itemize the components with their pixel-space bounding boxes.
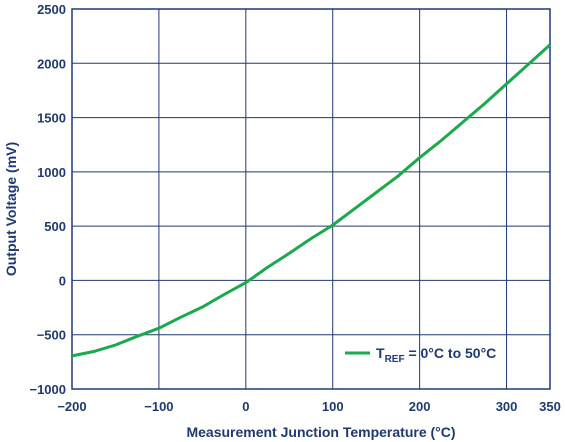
y-axis-title: Output Voltage (mV) [3,142,19,276]
y-tick-label: −500 [37,328,66,343]
x-tick-label: −200 [57,399,86,414]
legend-label-rest: = 0°C to 50°C [405,345,497,361]
x-tick-label: 200 [409,399,431,414]
y-tick-label: 0 [59,273,66,288]
x-axis-title: Measurement Junction Temperature (°C) [186,424,455,440]
grid [71,8,551,390]
y-tick-label: 1000 [37,165,66,180]
x-tick-label: 350 [539,399,561,414]
y-tick-label: 1500 [37,111,66,126]
x-tick-label: −100 [144,399,173,414]
legend: TREF = 0°C to 50°C [345,345,496,365]
y-tick-label: −1000 [29,382,66,397]
plot-frame [71,8,551,390]
y-tick-label: 2000 [37,56,66,71]
x-tick-label: 300 [496,399,518,414]
x-axis: −200 −100 0 100 200 300 350 [57,399,561,414]
x-tick-label: 0 [242,399,249,414]
series-line-tref [71,43,552,358]
x-tick-label: 100 [322,399,344,414]
legend-label: TREF = 0°C to 50°C [376,345,496,365]
legend-label-sub: REF [385,354,405,365]
y-tick-label: 500 [44,219,66,234]
y-tick-label: 2500 [37,2,66,17]
y-axis: −1000 −500 0 500 1000 1500 2000 2500 [29,2,66,397]
legend-label-main: T [376,345,385,361]
